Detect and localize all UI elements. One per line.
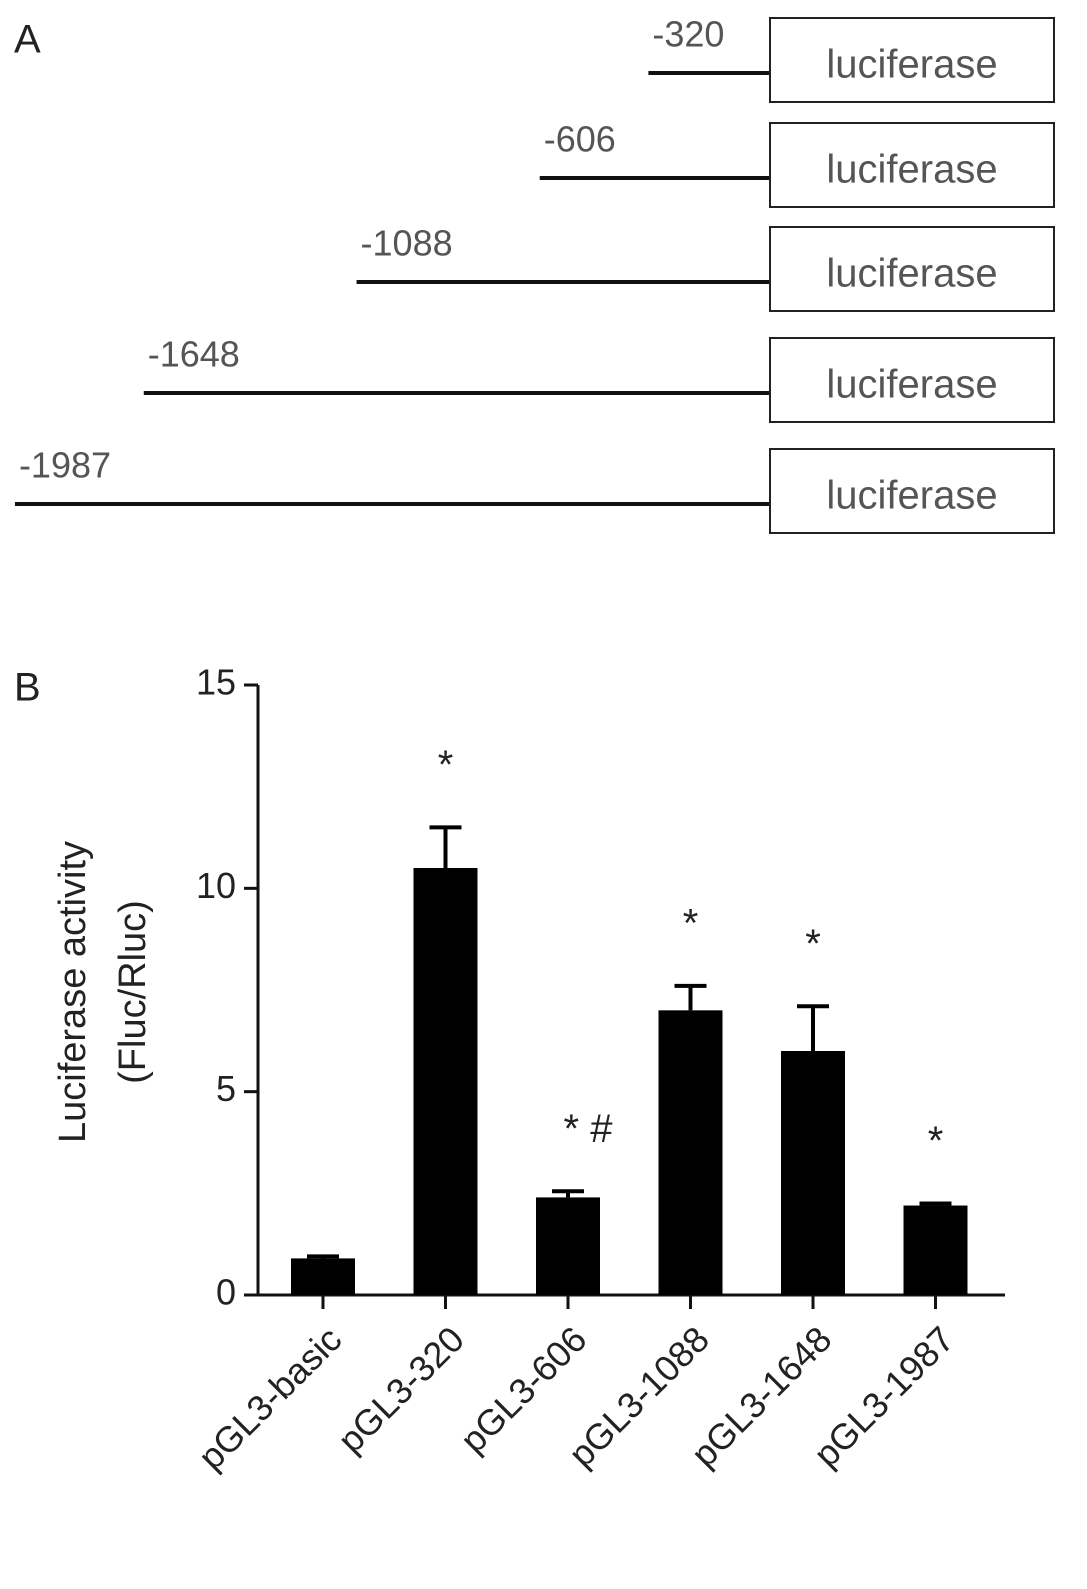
position-label: -320 <box>652 14 724 55</box>
panel-label: B <box>14 666 41 710</box>
luciferase-box <box>769 337 1055 423</box>
box-label: luciferase <box>826 474 997 518</box>
significance: * # <box>564 1107 614 1151</box>
box-label: luciferase <box>826 148 997 192</box>
position-label: -606 <box>544 119 616 160</box>
luciferase-box <box>769 122 1055 208</box>
bar <box>781 1051 845 1295</box>
luciferase-box <box>769 448 1055 534</box>
significance: * <box>928 1119 944 1163</box>
y-axis-label: (Fluc/Rluc) <box>112 900 154 1084</box>
y-tick-label: 10 <box>196 865 236 906</box>
significance: * <box>683 901 699 945</box>
position-label: -1648 <box>148 334 240 375</box>
bar <box>536 1197 600 1295</box>
y-tick-label: 5 <box>216 1068 236 1109</box>
bar <box>658 1010 723 1295</box>
x-tick-label: pGL3-basic <box>190 1318 349 1477</box>
x-tick-label: pGL3-320 <box>330 1318 472 1460</box>
luciferase-box <box>769 17 1055 103</box>
panel-label: A <box>14 18 41 62</box>
y-tick-label: 0 <box>216 1272 236 1313</box>
box-label: luciferase <box>826 363 997 407</box>
y-axis-label: Luciferase activity <box>52 841 94 1143</box>
y-tick-label: 15 <box>196 662 236 703</box>
significance: * <box>805 922 821 966</box>
position-label: -1088 <box>361 223 453 264</box>
bar <box>413 868 478 1295</box>
position-label: -1987 <box>19 445 111 486</box>
box-label: luciferase <box>826 43 997 87</box>
luciferase-box <box>769 226 1055 312</box>
significance: * <box>438 743 454 787</box>
bar <box>291 1258 355 1295</box>
bar <box>903 1205 968 1295</box>
box-label: luciferase <box>826 252 997 296</box>
